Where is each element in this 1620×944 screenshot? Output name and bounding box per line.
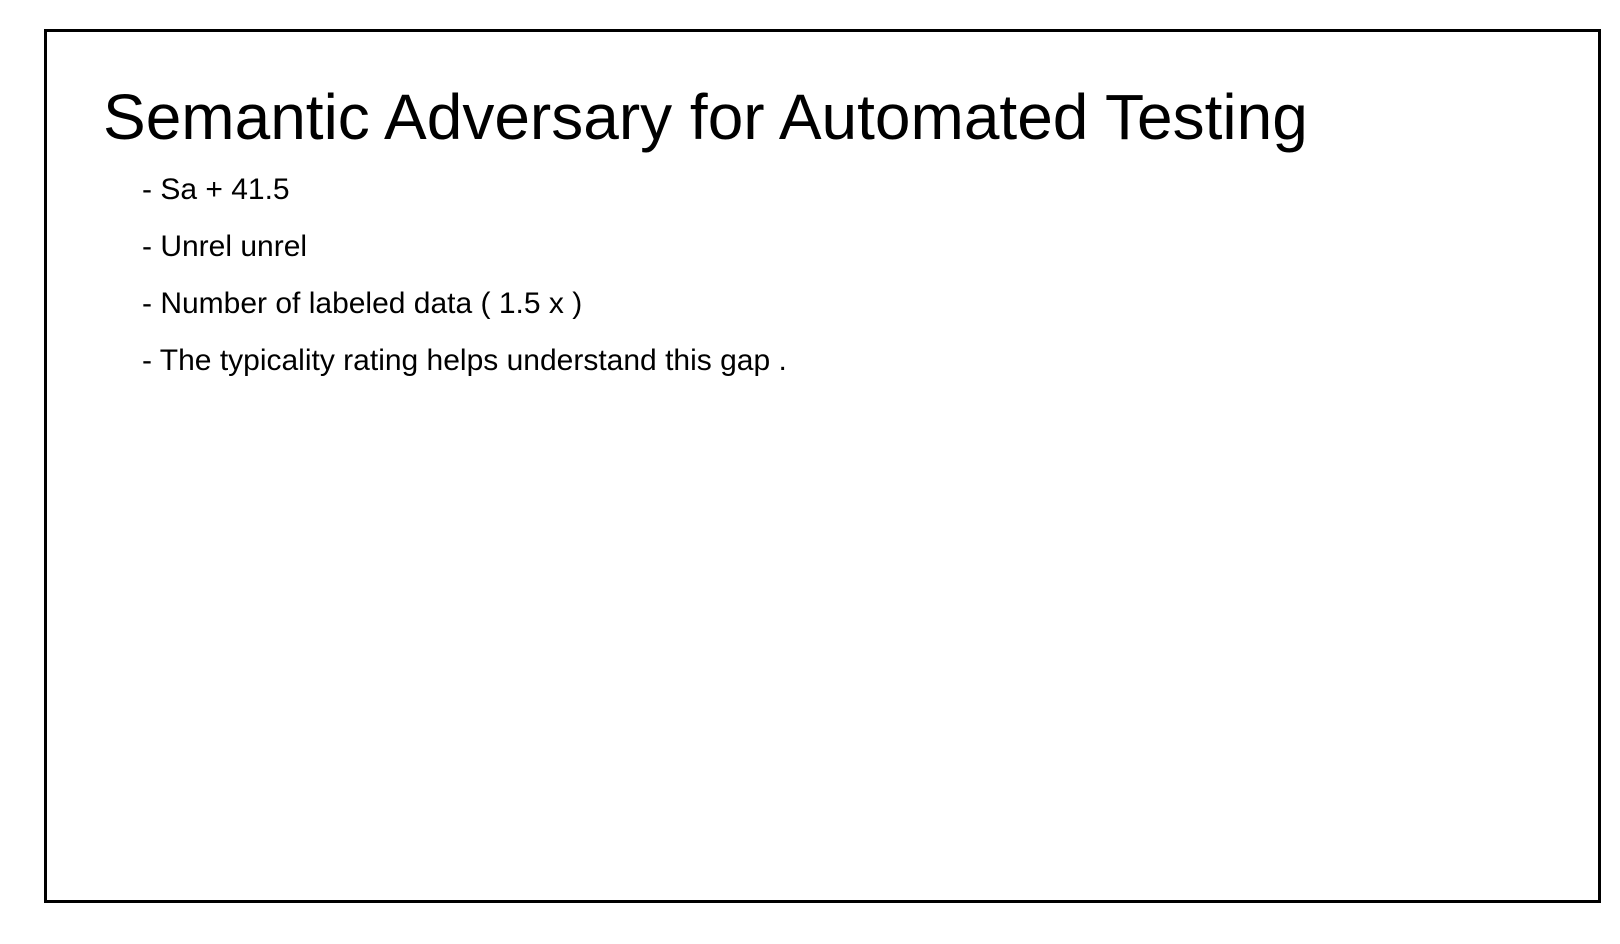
slide-frame: Semantic Adversary for Automated Testing…	[44, 29, 1601, 903]
bullet-item: - Unrel unrel	[142, 230, 308, 263]
bullet-item: - The typicality rating helps understand…	[142, 344, 787, 377]
bullet-item: - Sa + 41.5	[142, 173, 290, 206]
bullet-item: - Number of labeled data ( 1.5 x )	[142, 287, 583, 320]
slide-title: Semantic Adversary for Automated Testing	[103, 81, 1308, 153]
bullet-list: - Sa + 41.5 - Unrel unrel - Number of la…	[142, 170, 787, 398]
